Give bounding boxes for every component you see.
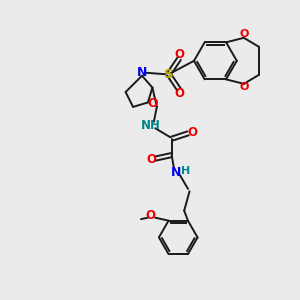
Text: O: O (174, 87, 184, 100)
Text: O: O (239, 82, 249, 92)
Text: O: O (147, 98, 158, 110)
Text: NH: NH (141, 119, 161, 132)
Text: O: O (187, 126, 197, 139)
Text: O: O (239, 29, 249, 39)
Text: O: O (146, 153, 156, 166)
Text: N: N (171, 167, 181, 179)
Text: S: S (164, 68, 173, 81)
Text: H: H (181, 167, 190, 176)
Text: O: O (146, 209, 156, 222)
Text: O: O (174, 48, 184, 62)
Text: N: N (137, 66, 147, 79)
